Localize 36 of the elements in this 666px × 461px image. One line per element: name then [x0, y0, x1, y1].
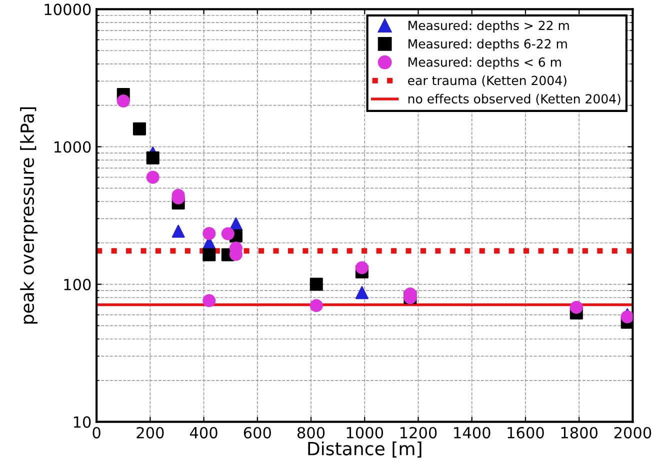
- point: [355, 261, 368, 274]
- point: [132, 122, 146, 136]
- point: [202, 294, 216, 308]
- x-axis-title: Distance [m]: [308, 441, 422, 458]
- y-tick-label: 100: [64, 278, 91, 290]
- x-tick-label: 1200: [400, 426, 437, 438]
- x-tick-label: 1800: [561, 426, 598, 438]
- point: [172, 224, 185, 238]
- x-tick-label: 200: [136, 426, 164, 438]
- y-tick-label: 10: [74, 416, 91, 428]
- point: [310, 299, 323, 312]
- legend-label: ear trauma (Ketten 2004): [408, 76, 566, 87]
- legend-label: no effects observed (Ketten 2004): [408, 94, 620, 106]
- point: [310, 278, 323, 291]
- point: [202, 248, 216, 262]
- x-tick-label: 1400: [454, 426, 490, 438]
- point: [146, 151, 160, 164]
- x-tick-label: 400: [190, 426, 218, 438]
- point: [570, 300, 583, 314]
- x-tick-label: 1000: [346, 426, 384, 438]
- x-tick-label: 800: [297, 426, 325, 438]
- legend-label: Measured: depths 6-22 m: [408, 38, 567, 51]
- point: [146, 170, 160, 184]
- y-tick-label: 10000: [44, 4, 91, 16]
- point: [202, 227, 216, 240]
- point: [221, 227, 234, 240]
- legend-label: Measured: depths < 6 m: [408, 57, 561, 70]
- x-tick-label: 2000: [614, 426, 652, 438]
- x-tick-label: 600: [244, 426, 271, 438]
- y-axis-title: peak overpressure [kPa]: [20, 107, 38, 324]
- legend-label: Measured: depths > 22 m: [408, 20, 569, 33]
- point: [116, 94, 130, 108]
- x-tick-label: 1600: [508, 426, 544, 438]
- y-tick-label: 1000: [54, 141, 91, 153]
- x-tick-label: 0: [92, 426, 100, 438]
- point: [355, 286, 368, 300]
